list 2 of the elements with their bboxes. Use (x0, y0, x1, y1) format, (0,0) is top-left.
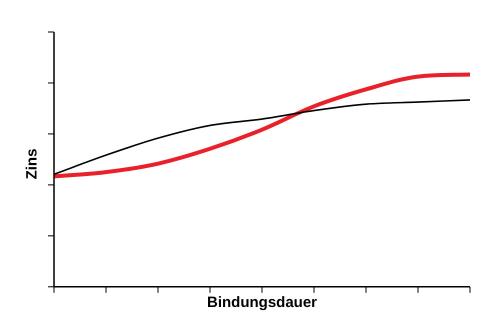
x-axis-title: Bindungsdauer (206, 294, 318, 312)
y-axis-title: Zins (24, 148, 40, 180)
